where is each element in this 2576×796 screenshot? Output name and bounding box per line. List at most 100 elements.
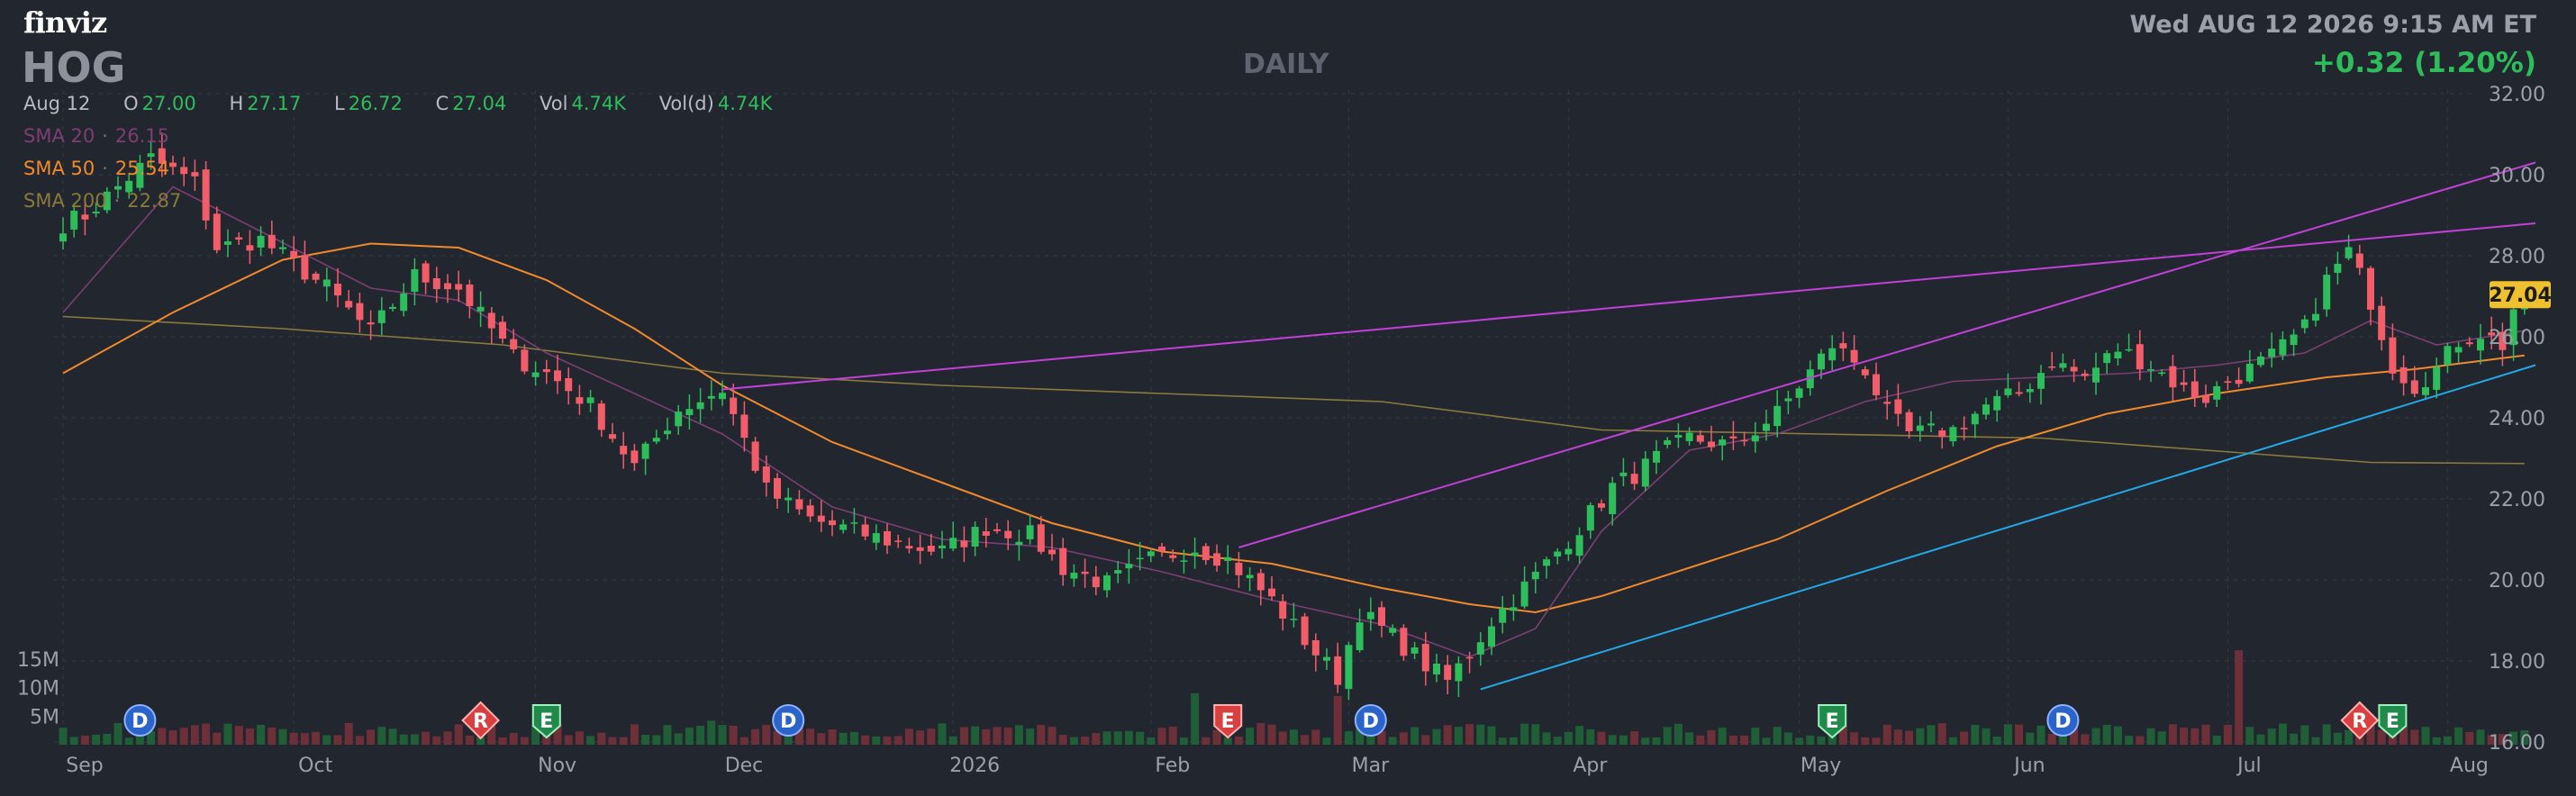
volume-bar <box>1147 737 1156 745</box>
candle-body <box>1905 412 1913 432</box>
volume-bar <box>268 728 277 745</box>
volume-bar <box>794 727 803 745</box>
marker-shield <box>2378 704 2408 739</box>
candle-body <box>597 403 605 430</box>
sma200-legend[interactable]: SMA 200 · 22.87 <box>23 190 181 212</box>
volume-bar <box>1937 723 1946 745</box>
volume-label: Vol <box>540 93 568 114</box>
candle-body <box>224 241 231 245</box>
candle-body <box>565 377 573 392</box>
candle-body <box>2290 334 2298 346</box>
volume-bar <box>202 723 211 745</box>
marker-letter: R <box>2352 710 2367 733</box>
volume-bar <box>1168 726 1177 745</box>
volume-bar <box>2487 735 2496 745</box>
volume-bar <box>124 737 133 745</box>
volume-dollar-label: Vol(d) <box>658 93 714 114</box>
candle-body <box>685 409 694 416</box>
volume-bar <box>278 728 287 745</box>
volume-bar <box>1081 736 1090 745</box>
candle-body <box>2312 313 2319 321</box>
candle-body <box>1213 553 1220 566</box>
candle-body <box>1311 640 1320 656</box>
volume-bar <box>399 734 408 745</box>
candle-body <box>1894 399 1902 414</box>
volume-bar <box>2476 729 2485 745</box>
candle-body <box>1059 547 1067 575</box>
volume-bar <box>849 731 858 745</box>
candle-body <box>246 245 254 251</box>
volume-bar <box>355 736 364 745</box>
ohlc-date: Aug 12 <box>23 93 91 114</box>
sma50-legend[interactable]: SMA 50 · 25.54 <box>23 158 169 179</box>
volume-bar <box>1311 729 1320 745</box>
candle-body <box>817 515 825 522</box>
candle-body <box>751 441 759 471</box>
candle-body <box>1861 369 1869 375</box>
candle-body <box>2015 392 2023 394</box>
volume-bar <box>1773 727 1782 745</box>
marker-letter: E <box>540 710 553 733</box>
candle-body <box>2444 346 2452 366</box>
volume-dollar-value: 4.74K <box>717 93 773 114</box>
candle-body <box>2268 348 2276 357</box>
sma200-line <box>62 315 2525 465</box>
candle-body <box>2422 387 2429 395</box>
candle-body <box>839 524 848 530</box>
volume-bar <box>1212 729 1221 745</box>
ticker-symbol: HOG <box>22 43 126 92</box>
volume-bar <box>2102 724 2111 745</box>
volume-bar <box>1157 728 1166 745</box>
candle-body <box>861 524 869 537</box>
volume-bar <box>1971 725 1980 745</box>
volume-bar <box>2157 731 2166 745</box>
candle-body <box>2257 356 2264 366</box>
candle-body <box>2509 309 2517 346</box>
date-tick-label: 2026 <box>949 755 1000 777</box>
candle-body <box>1653 450 1660 463</box>
volume-bar <box>1443 725 1452 745</box>
volume-bar <box>1092 733 1101 745</box>
volume-bar <box>1982 728 1991 745</box>
candle-body <box>664 430 671 435</box>
volume-bar <box>1234 736 1243 745</box>
volume-bar <box>982 728 991 745</box>
volume-bar <box>839 732 848 745</box>
candle-body <box>191 172 199 176</box>
candle-body <box>872 533 880 543</box>
candle-body <box>554 370 561 382</box>
candle-body <box>1147 551 1155 556</box>
earnings-marker: E <box>2378 704 2408 739</box>
volume-bar <box>739 737 748 745</box>
candle-body <box>1685 432 1693 441</box>
candle-body <box>1256 573 1265 591</box>
candle-body <box>696 402 704 410</box>
volume-bar <box>1454 727 1463 745</box>
volume-bar <box>2136 736 2145 745</box>
volume-bar <box>1641 737 1650 745</box>
volume-bar <box>1223 737 1232 745</box>
candle-body <box>806 505 814 517</box>
finviz-logo[interactable]: finviz <box>23 5 107 40</box>
date-tick-label: Nov <box>538 755 576 777</box>
earnings-marker: E <box>531 704 561 739</box>
price-tick-label: 16.00 <box>2489 732 2545 755</box>
candle-body <box>1971 413 1979 425</box>
trendline <box>1480 364 2536 691</box>
volume-bar <box>1542 732 1551 745</box>
volume-bar <box>2509 731 2518 745</box>
volume-bar <box>69 737 78 745</box>
candle-body <box>2026 389 2034 393</box>
sma20-legend[interactable]: SMA 20 · 26.15 <box>23 125 169 147</box>
volume-bar <box>487 725 496 745</box>
volume-bar <box>883 736 892 745</box>
candle-body <box>301 255 309 280</box>
candle-body <box>1488 626 1495 647</box>
volume-bar <box>59 728 68 745</box>
volume-bar <box>1179 737 1188 745</box>
volume-bar <box>959 727 968 745</box>
volume-bar <box>553 723 562 745</box>
candle-body <box>1586 505 1594 531</box>
volume-bar <box>729 725 738 745</box>
